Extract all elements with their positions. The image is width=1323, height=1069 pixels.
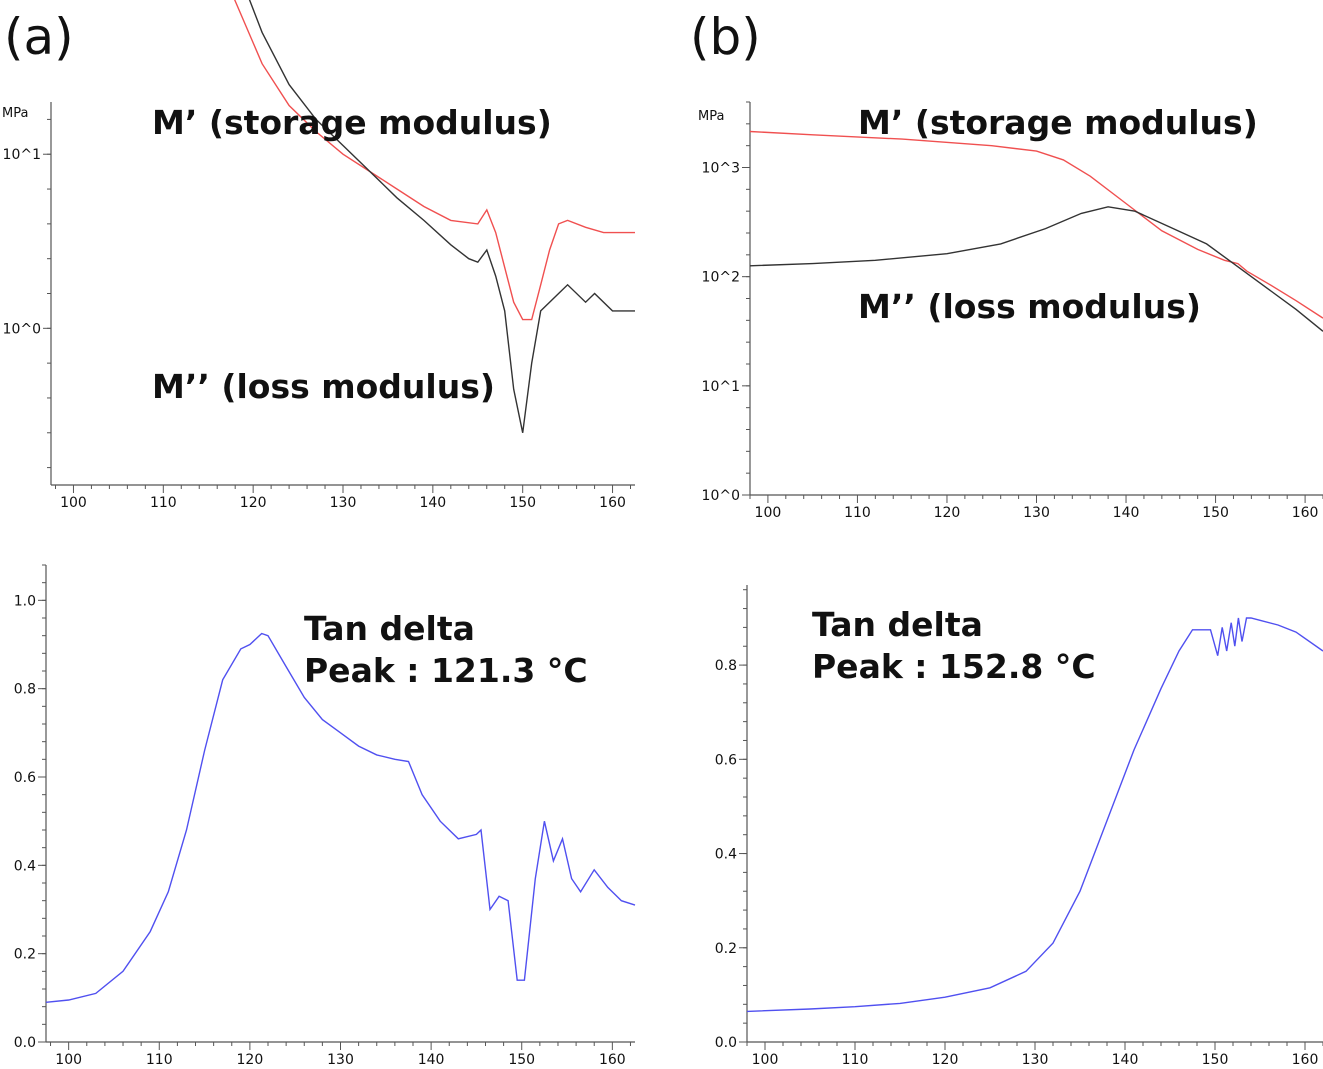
y-tick-label: 0.0 bbox=[14, 1035, 36, 1051]
y-tick-label: 0.4 bbox=[715, 847, 737, 863]
x-tick-label: 110 bbox=[146, 1052, 173, 1068]
tan-delta-line bbox=[746, 617, 1323, 1013]
annotation: Peak : 121.3 °C bbox=[304, 651, 588, 690]
tan-delta-line bbox=[45, 632, 636, 1003]
y-tick-label: 1.0 bbox=[14, 593, 36, 609]
y-unit-label: MPa bbox=[698, 109, 724, 124]
y-tick-label: 0.4 bbox=[14, 858, 36, 874]
y-tick-label: 0.6 bbox=[14, 770, 36, 786]
x-tick-label: 120 bbox=[934, 505, 961, 521]
x-tick-label: 160 bbox=[599, 495, 626, 511]
annotation: M’ (storage modulus) bbox=[858, 103, 1258, 142]
y-tick-label: 0.8 bbox=[14, 682, 36, 698]
annotation: Tan delta bbox=[812, 605, 983, 644]
x-tick-label: 140 bbox=[419, 495, 446, 511]
x-tick-label: 110 bbox=[842, 1052, 869, 1068]
y-tick-label: 0.2 bbox=[14, 947, 36, 963]
y-tick-label: 0.2 bbox=[715, 941, 737, 957]
x-tick-label: 100 bbox=[60, 495, 87, 511]
x-tick-label: 120 bbox=[237, 1052, 264, 1068]
y-tick-label: 10^2 bbox=[702, 270, 740, 286]
x-tick-label: 100 bbox=[752, 1052, 779, 1068]
annotation: Peak : 152.8 °C bbox=[812, 647, 1096, 686]
annotation: M’’ (loss modulus) bbox=[152, 367, 495, 406]
chart-b-tan-delta: 100 110 120 130 140 150 160 0.0 0.2 0.4 0.6 0.8 Tan … bbox=[715, 585, 1323, 1068]
chart-a-modulus: 10011012013014015016010^010^110^210^3MPa… bbox=[2, 0, 635, 511]
y-tick-label: 0.6 bbox=[715, 752, 737, 768]
x-tick-label: 160 bbox=[1292, 505, 1319, 521]
x-tick-label: 110 bbox=[844, 505, 871, 521]
y-tick-label: 10^1 bbox=[3, 147, 41, 163]
loss-modulus-line bbox=[248, 0, 635, 433]
panel-label-b: (b) bbox=[690, 8, 761, 66]
x-tick-label: 140 bbox=[1112, 1052, 1139, 1068]
x-tick-label: 160 bbox=[1292, 1052, 1319, 1068]
y-tick-label: 0.0 bbox=[715, 1035, 737, 1051]
annotation: Tan delta bbox=[304, 609, 475, 648]
annotation: M’ (storage modulus) bbox=[152, 103, 552, 142]
chart-a-tan-delta: 100 110 120 130 140 150 160 0.0 0.2 0.4 0.6 0.8 1.0 T… bbox=[14, 564, 636, 1068]
chart-b-modulus: 100 110 120 130 140 150 160 10^0 10^1 10^2 10^3 MPa… bbox=[698, 101, 1323, 521]
x-tick-label: 100 bbox=[55, 1052, 82, 1068]
x-tick-label: 130 bbox=[327, 1052, 354, 1068]
x-tick-label: 160 bbox=[599, 1052, 626, 1068]
x-tick-label: 150 bbox=[1202, 1052, 1229, 1068]
x-tick-label: 130 bbox=[1022, 1052, 1049, 1068]
x-tick-label: 140 bbox=[418, 1052, 445, 1068]
y-tick-label: 10^0 bbox=[3, 321, 41, 337]
y-tick-label: 10^3 bbox=[702, 161, 740, 177]
x-tick-label: 100 bbox=[755, 505, 782, 521]
x-tick-label: 150 bbox=[1202, 505, 1229, 521]
x-tick-label: 130 bbox=[330, 495, 357, 511]
loss-modulus-line bbox=[749, 206, 1323, 332]
y-unit-label: MPa bbox=[2, 106, 28, 121]
x-tick-label: 120 bbox=[932, 1052, 959, 1068]
x-tick-label: 150 bbox=[508, 1052, 535, 1068]
x-tick-label: 150 bbox=[509, 495, 536, 511]
y-tick-label: 10^1 bbox=[702, 379, 740, 395]
annotation: M’’ (loss modulus) bbox=[858, 287, 1201, 326]
x-tick-label: 130 bbox=[1023, 505, 1050, 521]
panel-label-a: (a) bbox=[4, 8, 74, 66]
storage-modulus-line bbox=[749, 130, 1323, 319]
x-tick-label: 120 bbox=[240, 495, 267, 511]
x-tick-label: 110 bbox=[150, 495, 177, 511]
x-tick-label: 140 bbox=[1113, 505, 1140, 521]
y-tick-label: 10^0 bbox=[702, 488, 740, 504]
y-tick-label: 0.8 bbox=[715, 658, 737, 674]
storage-modulus-line bbox=[234, 0, 635, 321]
